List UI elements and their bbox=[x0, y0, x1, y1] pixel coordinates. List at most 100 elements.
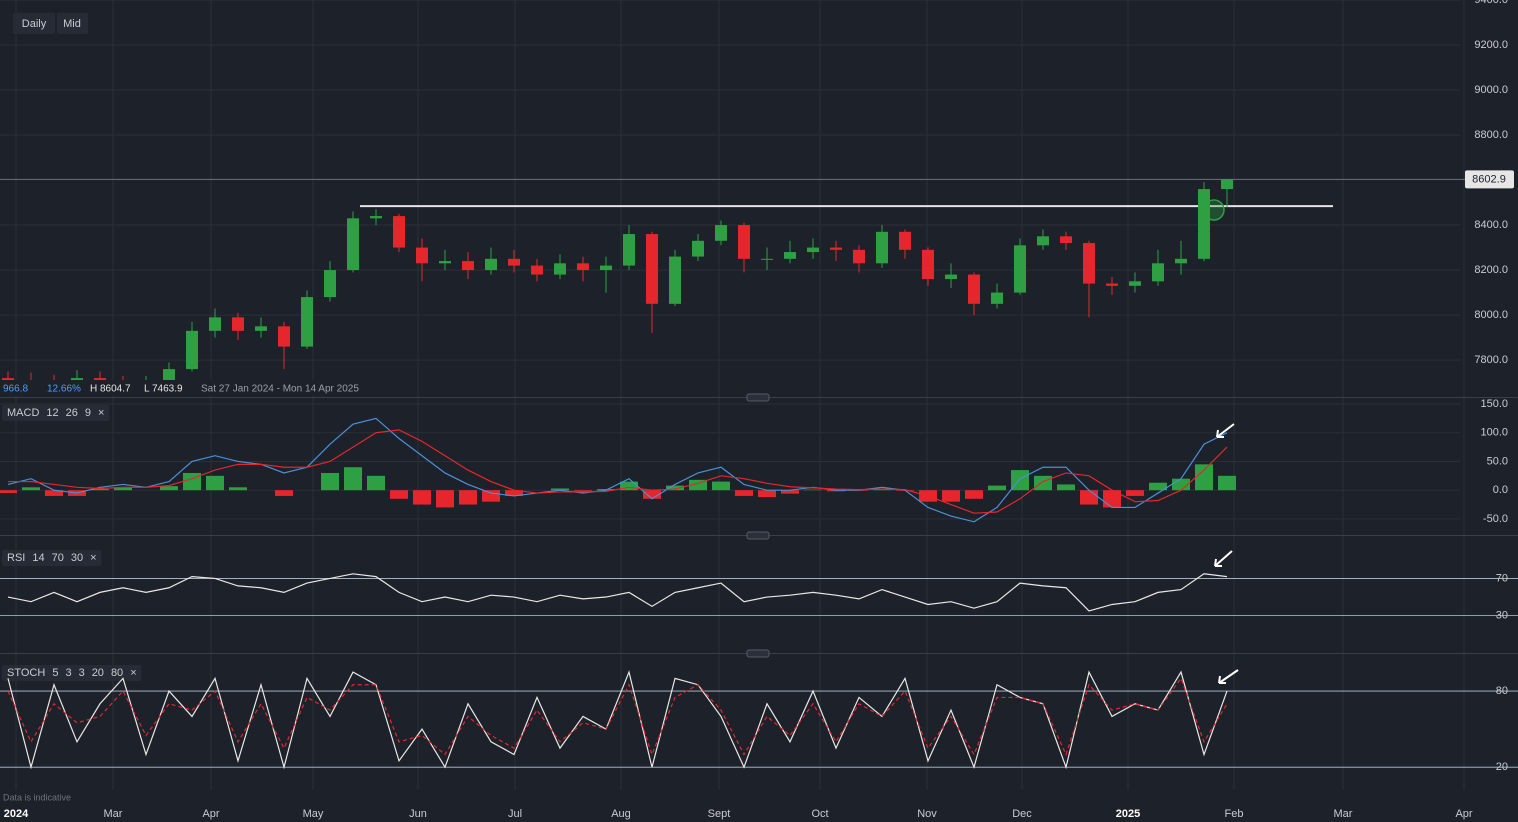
candle-body bbox=[945, 274, 957, 280]
y-tick-label: 8200.0 bbox=[1474, 264, 1508, 276]
candle-body bbox=[715, 225, 727, 241]
candle-body bbox=[830, 247, 842, 250]
indicator-param: 26 bbox=[66, 407, 78, 419]
histogram-bar bbox=[666, 485, 684, 491]
candle-body bbox=[646, 234, 658, 304]
candle-body bbox=[1198, 189, 1210, 259]
candle-body bbox=[784, 252, 796, 259]
candle-body bbox=[1106, 283, 1118, 286]
indicator-label-bg bbox=[2, 665, 142, 681]
high: H 8604.7 bbox=[90, 384, 131, 395]
histogram-bar bbox=[22, 487, 40, 491]
candle-body bbox=[301, 297, 313, 347]
histogram-bar bbox=[1126, 490, 1144, 496]
histogram-bar bbox=[459, 490, 477, 505]
histogram-bar bbox=[344, 467, 362, 491]
candle-body bbox=[232, 317, 244, 331]
y-tick-label: 100.0 bbox=[1480, 427, 1508, 439]
resize-handle[interactable] bbox=[746, 531, 770, 540]
indicator-param: 12 bbox=[46, 407, 58, 419]
resize-handle[interactable] bbox=[746, 393, 770, 402]
histogram-bar bbox=[1103, 490, 1121, 508]
candle-body bbox=[922, 249, 934, 280]
candle-body bbox=[324, 270, 336, 298]
candle-body bbox=[1129, 281, 1141, 286]
candle-body bbox=[186, 330, 198, 370]
histogram-bar bbox=[183, 472, 201, 491]
remove-indicator[interactable]: × bbox=[130, 667, 136, 679]
footer-note: Data is indicative bbox=[3, 792, 71, 802]
y-tick-label: 9400.0 bbox=[1474, 0, 1508, 6]
y-tick-label: 150.0 bbox=[1480, 398, 1508, 410]
histogram-bar bbox=[965, 490, 983, 499]
histogram-bar bbox=[206, 475, 224, 491]
candle-body bbox=[968, 274, 980, 304]
candle-body bbox=[531, 265, 543, 275]
signal-marker bbox=[1203, 199, 1225, 221]
x-tick-label: Nov bbox=[917, 808, 937, 820]
histogram-bar bbox=[1080, 490, 1098, 505]
grid bbox=[0, 0, 1518, 790]
y-tick-label: -50.0 bbox=[1483, 513, 1508, 525]
x-tick-label: Oct bbox=[811, 808, 828, 820]
y-tick-label: 9000.0 bbox=[1474, 84, 1508, 96]
indicator-param: 9 bbox=[85, 407, 91, 419]
last-price-label: 8602.9 bbox=[1472, 173, 1506, 185]
arrow bbox=[1218, 669, 1239, 684]
x-tick-label: Feb bbox=[1225, 808, 1244, 820]
candle-body bbox=[853, 249, 865, 264]
candle-body bbox=[1221, 179, 1233, 190]
histogram-bar bbox=[1218, 475, 1236, 491]
indicator-param: 20 bbox=[92, 667, 104, 679]
change-pct: 12.66% bbox=[47, 384, 81, 395]
indicator-name: STOCH bbox=[7, 667, 45, 679]
histogram-bar bbox=[482, 490, 500, 502]
y-tick-label: 8000.0 bbox=[1474, 309, 1508, 321]
y-tick-label: 20 bbox=[1496, 761, 1508, 773]
candle-body bbox=[1152, 263, 1164, 282]
histogram-bar bbox=[321, 472, 339, 491]
histogram-bar bbox=[367, 475, 385, 491]
remove-indicator[interactable]: × bbox=[90, 552, 96, 564]
x-tick-label: Dec bbox=[1012, 808, 1032, 820]
histogram-bar bbox=[45, 490, 63, 496]
histogram-bar bbox=[0, 490, 17, 494]
x-tick-label: 2025 bbox=[1116, 808, 1140, 820]
candle-body bbox=[508, 258, 520, 266]
low: L 7463.9 bbox=[144, 384, 183, 395]
candle-body bbox=[669, 256, 681, 304]
candle-body bbox=[600, 265, 612, 271]
resize-handle[interactable] bbox=[746, 649, 770, 658]
indicator-param: 3 bbox=[65, 667, 71, 679]
candle-body bbox=[485, 258, 497, 271]
histogram-bar bbox=[1172, 478, 1190, 491]
histogram-bar bbox=[275, 490, 293, 496]
price-type-button[interactable]: Mid bbox=[63, 18, 81, 30]
candle-body bbox=[876, 231, 888, 264]
remove-indicator[interactable]: × bbox=[98, 407, 104, 419]
indicator-line bbox=[7, 677, 1228, 757]
histogram-bar bbox=[1057, 484, 1075, 491]
interval-button[interactable]: Daily bbox=[22, 18, 47, 30]
histogram-bar bbox=[229, 487, 247, 491]
arrow bbox=[1214, 550, 1233, 567]
candle-body bbox=[899, 231, 911, 250]
histogram-bar bbox=[551, 488, 569, 491]
arrow bbox=[1216, 423, 1235, 438]
histogram-bar bbox=[712, 481, 730, 491]
candle-body bbox=[393, 216, 405, 248]
indicator-line bbox=[7, 573, 1228, 612]
candle-body bbox=[554, 263, 566, 275]
histogram-bar bbox=[1149, 482, 1167, 491]
y-tick-label: 70 bbox=[1496, 572, 1508, 584]
histogram-bar bbox=[689, 479, 707, 491]
indicator-param: 80 bbox=[111, 667, 123, 679]
y-tick-label: 7800.0 bbox=[1474, 354, 1508, 366]
indicator-line bbox=[8, 429, 1228, 514]
candle-body bbox=[209, 317, 221, 331]
candle-body bbox=[255, 326, 267, 331]
candle-body bbox=[692, 240, 704, 257]
x-tick-label: Jun bbox=[409, 808, 427, 820]
date-range: Sat 27 Jan 2024 - Mon 14 Apr 2025 bbox=[201, 384, 359, 395]
